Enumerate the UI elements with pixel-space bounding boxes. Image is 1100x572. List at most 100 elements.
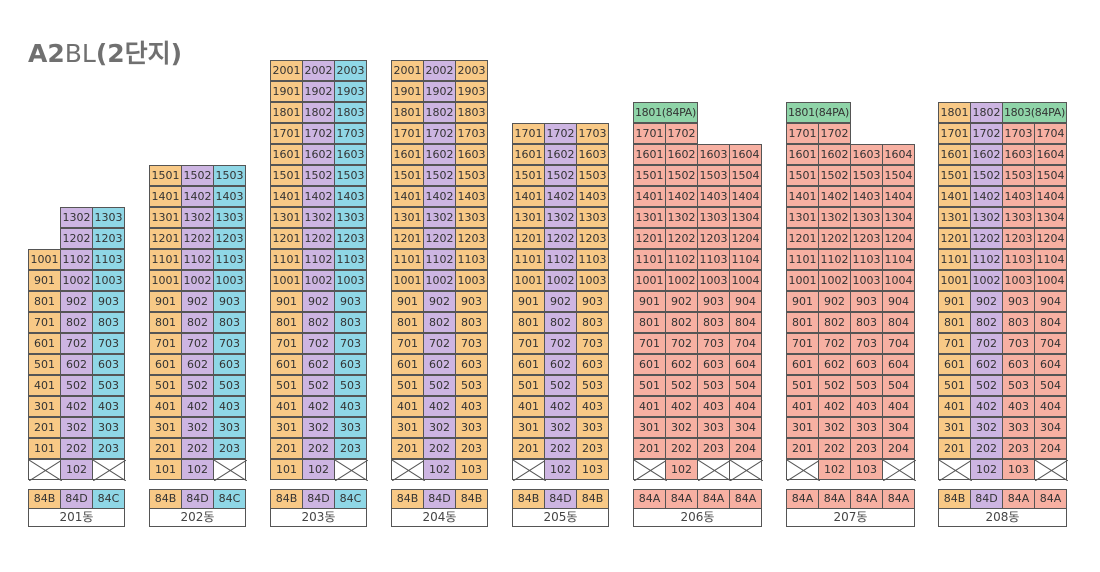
unit-cell: 403 [697, 396, 730, 417]
unit-cell: 1801 [938, 102, 971, 123]
unit-cell: 1102 [970, 249, 1003, 270]
unit-cell: 703 [697, 333, 730, 354]
unit-cell: 1201 [633, 228, 666, 249]
unit-cell: 1901 [391, 81, 424, 102]
unit-cell: 703 [455, 333, 488, 354]
unit-cell: 402 [970, 396, 1003, 417]
unit-cell: 601 [786, 354, 819, 375]
unit-cell: 804 [729, 312, 762, 333]
unit-cell: 902 [302, 291, 335, 312]
unit-cell: 1402 [544, 186, 577, 207]
title-complex: (2단지) [95, 39, 183, 68]
unit-cell: 401 [391, 396, 424, 417]
unit-cell: 602 [60, 354, 93, 375]
unit-cell: 302 [818, 417, 851, 438]
unit-cell: 1702 [423, 123, 456, 144]
unit-type-badge: 84D [544, 489, 577, 509]
unit-cell: 1301 [633, 207, 666, 228]
unit-cell: 801 [786, 312, 819, 333]
unit-cell: 1501 [149, 165, 182, 186]
unit-cell: 201 [786, 438, 819, 459]
unit-cell: 1503 [850, 165, 883, 186]
building-label: 204동 [391, 509, 488, 527]
unit-cell: 1704 [1034, 123, 1067, 144]
unit-cell: 1103 [576, 249, 609, 270]
unit-cell: 1403 [697, 186, 730, 207]
unit-cell: 902 [544, 291, 577, 312]
unit-cell: 802 [818, 312, 851, 333]
unit-cell: 1101 [391, 249, 424, 270]
unit-cell: 1102 [181, 249, 214, 270]
unit-cell: 701 [28, 312, 61, 333]
building-label: 207동 [786, 509, 915, 527]
unit-cell: 2001 [391, 60, 424, 81]
unit-cell: 1203 [576, 228, 609, 249]
unit-cell: 1301 [512, 207, 545, 228]
unit-cell: 1203 [697, 228, 730, 249]
unit-cell: 101 [270, 459, 303, 480]
unit-cell: 1401 [633, 186, 666, 207]
unit-cell: 1202 [423, 228, 456, 249]
unit-cell: 901 [786, 291, 819, 312]
unit-cell: 303 [697, 417, 730, 438]
unit-cell: 101 [149, 459, 182, 480]
unit-cell: 1503 [576, 165, 609, 186]
unit-cell: 2003 [334, 60, 367, 81]
unit-cell: 801 [633, 312, 666, 333]
unit-cell: 2003 [455, 60, 488, 81]
unit-cell: 1403 [213, 186, 246, 207]
unit-cell: 1503 [1002, 165, 1035, 186]
unit-cell: 204 [882, 438, 915, 459]
empty-unit-cell [213, 459, 247, 481]
unit-cell: 402 [665, 396, 698, 417]
unit-cell: 1701 [391, 123, 424, 144]
unit-cell: 202 [544, 438, 577, 459]
unit-cell: 502 [665, 375, 698, 396]
unit-cell: 602 [970, 354, 1003, 375]
unit-cell: 901 [938, 291, 971, 312]
unit-cell: 403 [1002, 396, 1035, 417]
unit-type-badge: 84C [92, 489, 125, 509]
unit-cell: 1002 [423, 270, 456, 291]
unit-cell: 1102 [544, 249, 577, 270]
penthouse-unit-cell: 1801(84PA) [786, 102, 851, 123]
unit-cell: 1301 [149, 207, 182, 228]
unit-cell: 1902 [423, 81, 456, 102]
unit-type-badge: 84B [149, 489, 182, 509]
unit-cell: 1201 [938, 228, 971, 249]
unit-cell: 701 [786, 333, 819, 354]
unit-cell: 301 [28, 396, 61, 417]
unit-cell: 202 [302, 438, 335, 459]
unit-cell: 901 [633, 291, 666, 312]
unit-cell: 802 [60, 312, 93, 333]
unit-cell: 501 [28, 354, 61, 375]
unit-cell: 301 [512, 417, 545, 438]
unit-cell: 1101 [512, 249, 545, 270]
cross-icon [634, 460, 667, 481]
unit-cell: 801 [391, 312, 424, 333]
unit-cell: 202 [423, 438, 456, 459]
unit-cell: 1701 [270, 123, 303, 144]
unit-cell: 1602 [423, 144, 456, 165]
unit-cell: 604 [882, 354, 915, 375]
empty-unit-cell [882, 459, 916, 481]
unit-cell: 802 [302, 312, 335, 333]
unit-cell: 1602 [818, 144, 851, 165]
unit-cell: 201 [28, 417, 61, 438]
unit-cell: 502 [544, 375, 577, 396]
unit-cell: 202 [665, 438, 698, 459]
unit-cell: 1502 [181, 165, 214, 186]
unit-type-badge: 84D [970, 489, 1003, 509]
unit-cell: 303 [213, 417, 246, 438]
unit-type-badge: 84A [665, 489, 698, 509]
unit-cell: 904 [729, 291, 762, 312]
unit-cell: 1603 [697, 144, 730, 165]
unit-cell: 1401 [512, 186, 545, 207]
cross-icon [93, 460, 126, 481]
unit-cell: 1102 [302, 249, 335, 270]
unit-cell: 501 [938, 375, 971, 396]
unit-type-badge: 84B [455, 489, 488, 509]
unit-cell: 603 [455, 354, 488, 375]
unit-cell: 501 [633, 375, 666, 396]
unit-cell: 901 [28, 270, 61, 291]
